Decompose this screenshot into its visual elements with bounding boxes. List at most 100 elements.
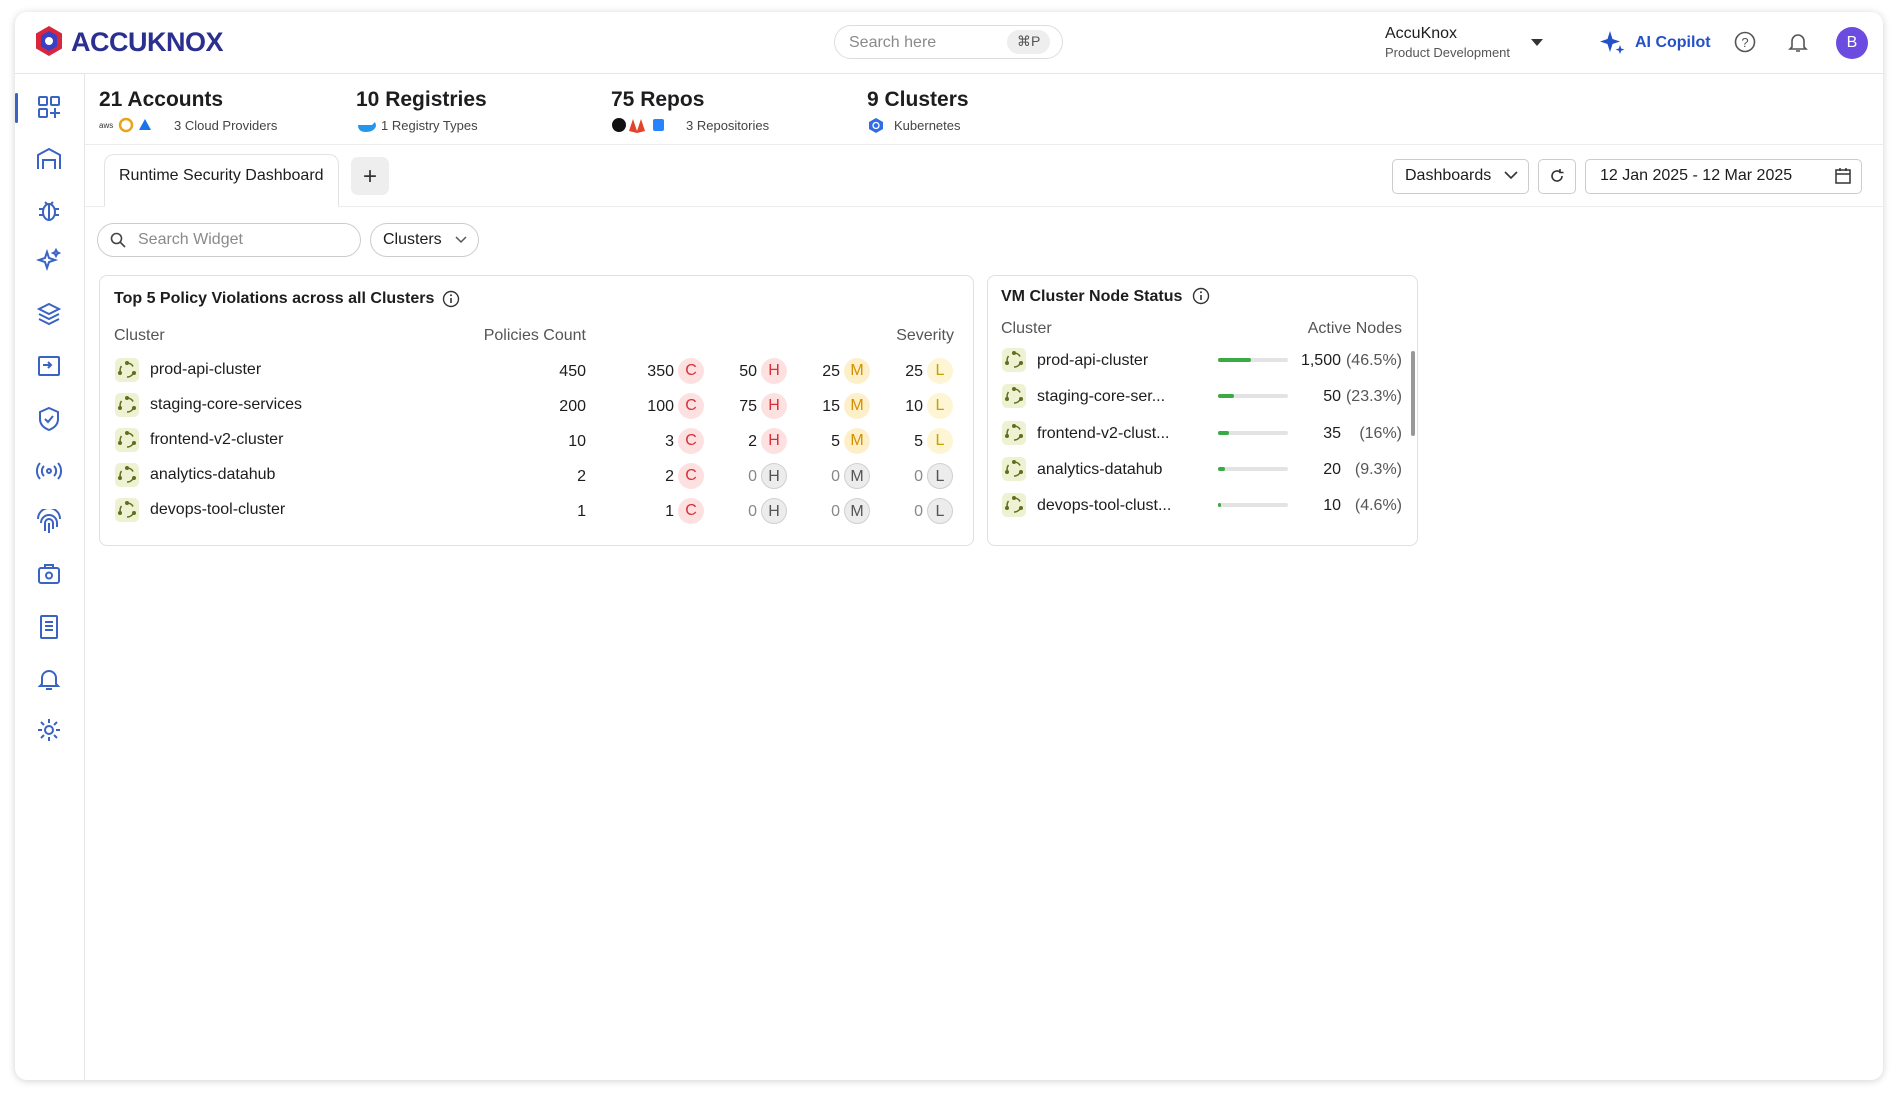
severity-count: 350: [647, 363, 674, 380]
severity-badge: H: [761, 358, 787, 384]
sidebar-icon[interactable]: [35, 197, 63, 225]
sidebar-icon[interactable]: [35, 561, 63, 589]
tab[interactable]: [104, 154, 339, 207]
column-header: Severity: [896, 327, 954, 344]
cluster-icon: [1002, 384, 1026, 409]
svg-text:aws: aws: [99, 121, 113, 130]
sidebar-icon[interactable]: [35, 457, 63, 485]
node-count: 50: [1323, 388, 1341, 406]
stat-title: 75 Repos: [611, 88, 705, 111]
widget-search-placeholder: Search Widget: [138, 231, 243, 248]
sidebar-icon[interactable]: [35, 716, 63, 744]
info-icon[interactable]: [442, 290, 460, 308]
cluster-name: devops-tool-cluster: [150, 501, 286, 518]
calendar-icon: [1835, 168, 1851, 184]
sidebar-icon[interactable]: [35, 665, 63, 693]
bar-fill: [1218, 358, 1251, 362]
date-picker[interactable]: [1585, 159, 1862, 194]
logo-icon: [36, 26, 62, 56]
cluster-icon: [1002, 348, 1026, 372]
severity-badge: M: [844, 498, 870, 524]
info-icon[interactable]: [1192, 287, 1210, 305]
avatar[interactable]: B: [1836, 27, 1868, 59]
severity-badge: L: [927, 428, 953, 454]
sidebar-icon[interactable]: [35, 613, 63, 641]
cluster-filter[interactable]: [370, 223, 479, 257]
add-tab[interactable]: +: [351, 157, 389, 195]
severity-badge: M: [844, 428, 870, 454]
widget-search[interactable]: [97, 223, 361, 257]
cluster-name: prod-api-cluster: [150, 361, 262, 378]
sidebar-icon[interactable]: [35, 145, 63, 173]
bar-fill: [1218, 503, 1222, 508]
severity-badge: C: [678, 393, 704, 419]
header-divider: [15, 73, 1883, 74]
cluster-name: prod-api-cluster: [1037, 352, 1149, 369]
cluster-icon: [115, 358, 139, 382]
node-count: 10: [1323, 497, 1341, 515]
node-percent: (46.5%): [1345, 352, 1402, 369]
org-caret[interactable]: [1531, 39, 1543, 47]
cluster-icon: [1002, 493, 1026, 518]
severity-count: 0: [748, 503, 757, 520]
sidebar-icon[interactable]: [35, 405, 63, 433]
sidebar-icon[interactable]: [35, 300, 63, 328]
cluster-name: devops-tool-clust...: [1037, 497, 1172, 515]
cluster-name: staging-core-services: [150, 396, 303, 413]
stat-title: 9 Clusters: [867, 88, 969, 111]
severity-badge: H: [761, 463, 787, 489]
bar-track: [1218, 358, 1288, 362]
node-count: 35: [1323, 424, 1341, 442]
brand: ACCUKNOX: [71, 27, 224, 57]
policy-card: [99, 275, 974, 546]
cluster-filter-label: Clusters: [383, 231, 442, 248]
severity-badge: M: [844, 463, 870, 489]
cluster-icon: [115, 428, 139, 452]
cluster-name: frontend-v2-cluster: [150, 431, 284, 448]
dropdown-chevron: [1504, 171, 1518, 180]
policies-count: 200: [559, 398, 586, 415]
severity-badge: L: [927, 393, 953, 419]
cluster-icon: [1002, 456, 1026, 481]
stat-sub: 1 Registry Types: [381, 118, 478, 133]
help-icon[interactable]: ?: [1734, 31, 1756, 53]
shortcut: ⌘P: [1007, 30, 1051, 54]
bell-icon[interactable]: [1788, 31, 1808, 53]
dashboards-label: Dashboards: [1405, 167, 1492, 184]
search-placeholder: Search here: [849, 34, 937, 51]
severity-badge: M: [844, 393, 870, 419]
search-box[interactable]: [834, 25, 1063, 59]
sidebar-icon[interactable]: [35, 352, 63, 380]
severity-count: 1: [665, 503, 674, 520]
policies-count: 1: [577, 503, 586, 520]
bar-track: [1218, 430, 1288, 435]
sidebar-icon[interactable]: [35, 247, 63, 275]
severity-badge: H: [761, 393, 787, 419]
filter-chevron: [455, 236, 467, 244]
bar-fill: [1218, 466, 1225, 471]
severity-count: 0: [831, 503, 840, 520]
sidebar-icon[interactable]: [35, 509, 63, 537]
column-header: Cluster: [114, 327, 165, 344]
severity-count: 15: [822, 398, 840, 415]
dashboards-select[interactable]: [1392, 159, 1529, 194]
bar-fill: [1218, 430, 1230, 435]
column-header: Active Nodes: [1307, 320, 1402, 337]
cluster-icon: [115, 463, 139, 487]
widget-title: VM Cluster Node Status: [1001, 288, 1183, 305]
severity-count: 0: [748, 468, 757, 485]
sidebar-icon[interactable]: [35, 93, 63, 121]
bar-track: [1218, 466, 1288, 471]
copilot[interactable]: AI Copilot: [1635, 34, 1711, 51]
severity-badge: C: [678, 498, 704, 524]
stat-sub: Kubernetes: [894, 118, 961, 133]
severity-badge: L: [927, 358, 953, 384]
date-range: 12 Jan 2025 - 12 Mar 2025: [1600, 167, 1793, 184]
stat-icons: [612, 118, 664, 133]
org-name[interactable]: AccuKnox: [1385, 25, 1458, 42]
scrollbar[interactable]: [1411, 351, 1415, 436]
severity-count: 50: [739, 363, 757, 380]
severity-count: 0: [831, 468, 840, 485]
refresh-button[interactable]: [1538, 159, 1576, 194]
stat-sub: 3 Cloud Providers: [174, 118, 278, 133]
